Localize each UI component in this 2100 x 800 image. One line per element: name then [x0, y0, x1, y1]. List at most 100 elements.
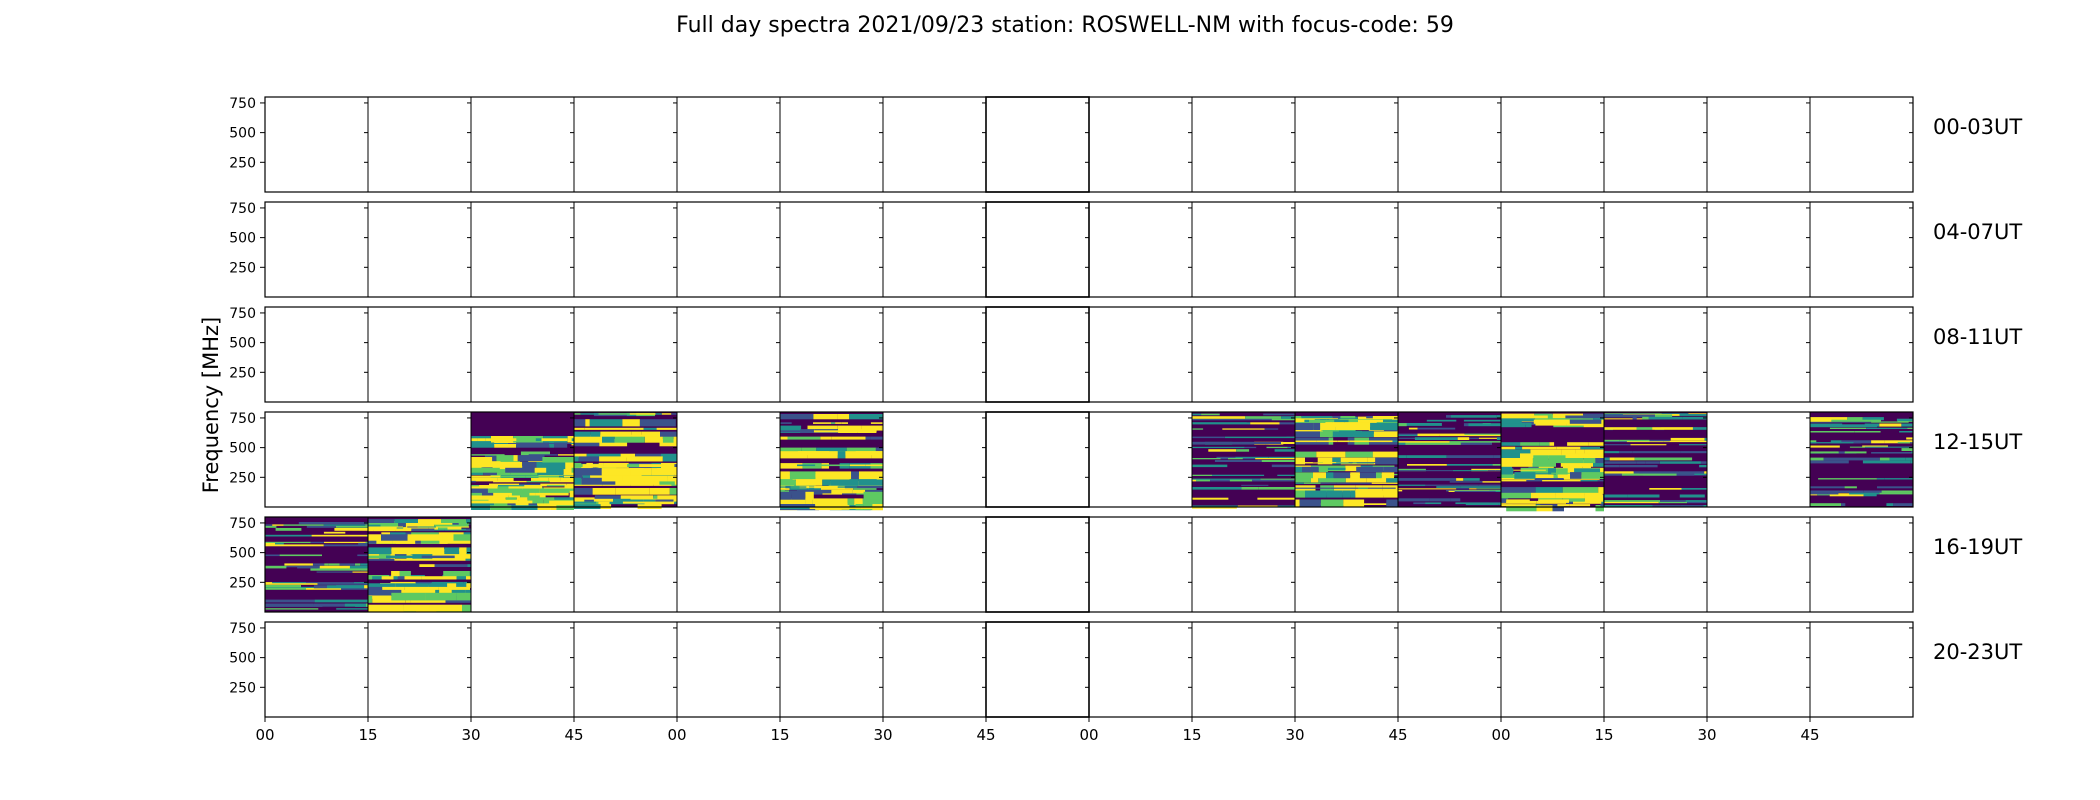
- spectra-panel-04-07UT-10: [1294, 201, 1399, 298]
- spectra-panel-04-07UT-5: [779, 201, 884, 298]
- spectra-panel-20-23UT-6: [882, 621, 987, 718]
- spectra-panel-16-19UT-14: [1706, 516, 1811, 613]
- y-tick-label: 750: [229, 411, 256, 427]
- y-tick-label: 500: [229, 126, 256, 142]
- spectra-panel-00-03UT-3: [573, 96, 678, 193]
- row-label: 20-23UT: [1933, 640, 2022, 664]
- x-tick-label: 15: [770, 726, 789, 744]
- spectra-panel-12-15UT-5: [779, 411, 884, 511]
- spectra-panel-16-19UT-4: [676, 516, 781, 613]
- x-tick-label: 00: [1079, 726, 1098, 744]
- x-tick-label: 30: [1697, 726, 1716, 744]
- x-tick-label: 45: [1800, 726, 1819, 744]
- spectra-panel-08-11UT-6: [882, 306, 987, 403]
- spectra-panel-04-07UT-3: [573, 201, 678, 298]
- y-tick-label: 500: [229, 546, 256, 562]
- spectra-panel-12-15UT-15: [1809, 411, 1914, 508]
- spectra-panel-20-23UT-5: [779, 621, 884, 718]
- spectra-panel-08-11UT-7: [985, 306, 1090, 403]
- x-tick-label: 45: [976, 726, 995, 744]
- row-frame: [264, 516, 1914, 613]
- spectra-panel-12-15UT-10: [1294, 411, 1399, 508]
- spectra-panel-04-07UT-0: [264, 201, 369, 298]
- spectra-panel-08-11UT-2: [470, 306, 575, 403]
- chart-title: Full day spectra 2021/09/23 station: ROS…: [676, 13, 1454, 38]
- y-tick-label: 500: [229, 336, 256, 352]
- x-tick-label: 45: [1388, 726, 1407, 744]
- spectra-panel-16-19UT-7: [985, 516, 1090, 613]
- spectra-panel-16-19UT-9: [1191, 516, 1296, 613]
- x-tick-label: 00: [255, 726, 274, 744]
- row-label: 12-15UT: [1933, 430, 2022, 454]
- spectra-panel-08-11UT-15: [1809, 306, 1914, 403]
- x-tick-label: 30: [1285, 726, 1304, 744]
- spectra-panel-20-23UT-8: [1088, 621, 1193, 718]
- spectra-panel-20-23UT-7: [985, 621, 1090, 718]
- spectra-panel-00-03UT-11: [1397, 96, 1502, 193]
- spectra-panel-00-03UT-6: [882, 96, 987, 193]
- y-tick-label: 250: [229, 260, 256, 276]
- spectra-panel-16-19UT-5: [779, 516, 884, 613]
- row-label: 00-03UT: [1933, 115, 2022, 139]
- spectra-panel-12-15UT-1: [367, 411, 472, 508]
- y-tick-label: 500: [229, 231, 256, 247]
- x-tick-label: 15: [1182, 726, 1201, 744]
- x-tick-label: 30: [461, 726, 480, 744]
- y-tick-label: 500: [229, 651, 256, 667]
- y-tick-label: 250: [229, 470, 256, 486]
- spectra-panel-00-03UT-12: [1500, 96, 1605, 193]
- spectra-panel-20-23UT-4: [676, 621, 781, 718]
- spectra-panel-00-03UT-1: [367, 96, 472, 193]
- spectra-panel-12-15UT-13: [1603, 411, 1708, 508]
- spectra-panel-12-15UT-11: [1397, 411, 1502, 508]
- spectra-panel-20-23UT-3: [573, 621, 678, 718]
- y-tick-label: 500: [229, 441, 256, 457]
- spectra-panel-20-23UT-2: [470, 621, 575, 718]
- spectra-panel-12-15UT-12: [1500, 411, 1605, 512]
- spectra-panel-00-03UT-15: [1809, 96, 1914, 193]
- spectra-panel-20-23UT-0: [264, 621, 369, 718]
- spectra-panel-08-11UT-8: [1088, 306, 1193, 403]
- spectra-panel-16-19UT-8: [1088, 516, 1193, 613]
- spectra-panel-00-03UT-5: [779, 96, 884, 193]
- spectra-panel-20-23UT-10: [1294, 621, 1399, 718]
- spectra-row-16-19UT: [260, 516, 1914, 613]
- spectra-panel-16-19UT-0: [264, 516, 369, 613]
- spectra-panel-04-07UT-8: [1088, 201, 1193, 298]
- spectra-panel-00-03UT-13: [1603, 96, 1708, 193]
- y-tick-label: 750: [229, 516, 256, 532]
- y-tick-label: 750: [229, 306, 256, 322]
- spectra-panel-12-15UT-0: [264, 411, 369, 508]
- spectra-panel-16-19UT-10: [1294, 516, 1399, 613]
- spectra-panel-00-03UT-14: [1706, 96, 1811, 193]
- spectra-row-20-23UT: [260, 621, 1914, 718]
- y-axis-label: Frequency [MHz]: [199, 317, 223, 493]
- spectra-panel-08-11UT-3: [573, 306, 678, 403]
- x-tick-label: 30: [873, 726, 892, 744]
- spectra-panel-04-07UT-9: [1191, 201, 1296, 298]
- spectra-panel-20-23UT-1: [367, 621, 472, 718]
- spectra-panel-08-11UT-13: [1603, 306, 1708, 403]
- spectra-panel-04-07UT-14: [1706, 201, 1811, 298]
- spectra-panel-16-19UT-2: [470, 516, 575, 613]
- y-tick-label: 250: [229, 575, 256, 591]
- spectra-panel-16-19UT-11: [1397, 516, 1502, 613]
- y-tick-label: 250: [229, 155, 256, 171]
- spectra-panel-00-03UT-7: [985, 96, 1090, 193]
- spectra-panel-04-07UT-7: [985, 201, 1090, 298]
- spectra-panel-08-11UT-12: [1500, 306, 1605, 403]
- spectra-panel-00-03UT-4: [676, 96, 781, 193]
- spectra-panel-12-15UT-4: [676, 411, 781, 508]
- spectra-panel-12-15UT-6: [882, 411, 987, 508]
- spectra-row-12-15UT: [260, 411, 1914, 512]
- x-tick-label: 15: [1594, 726, 1613, 744]
- spectra-panel-04-07UT-11: [1397, 201, 1502, 298]
- spectra-panel-16-19UT-12: [1500, 516, 1605, 613]
- spectra-panel-20-23UT-15: [1809, 621, 1914, 718]
- spectra-panel-00-03UT-0: [264, 96, 369, 193]
- x-tick-label: 00: [1491, 726, 1510, 744]
- labels-layer: 250 500 750 00-03UT 250 500 750 04-07UT 250 500 75…: [229, 96, 2022, 744]
- y-tick-label: 750: [229, 96, 256, 112]
- row-label: 08-11UT: [1933, 325, 2022, 349]
- spectra-panel-20-23UT-14: [1706, 621, 1811, 718]
